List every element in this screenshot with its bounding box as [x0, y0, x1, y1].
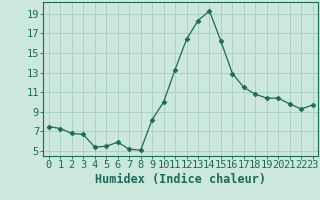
X-axis label: Humidex (Indice chaleur): Humidex (Indice chaleur) [95, 173, 266, 186]
